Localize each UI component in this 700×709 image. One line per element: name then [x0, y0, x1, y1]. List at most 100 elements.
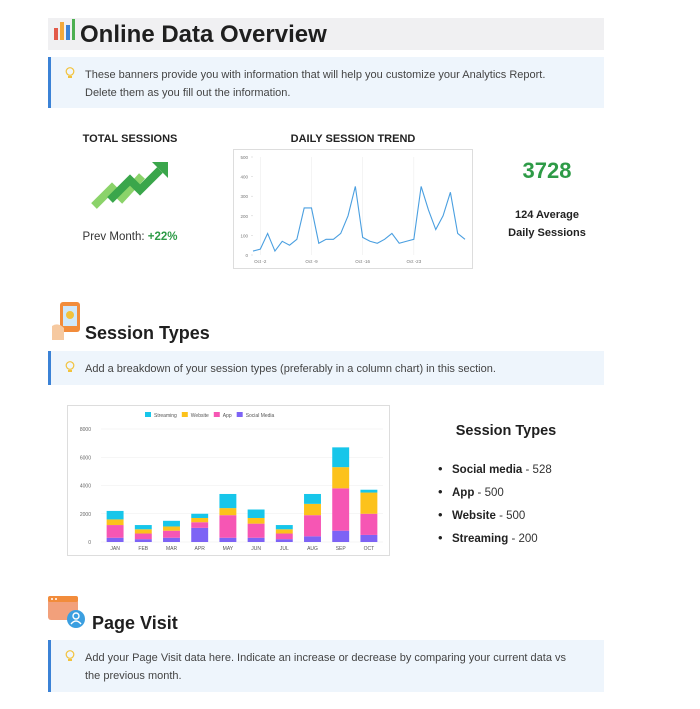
bar-segment: [332, 488, 350, 531]
bar-segment: [134, 529, 152, 534]
prev-month: Prev Month: +22%: [60, 231, 200, 243]
x-tick-label: Oct -2: [254, 259, 267, 264]
bar-segment: [106, 510, 124, 520]
line: [252, 186, 466, 253]
legend-swatch: [181, 412, 188, 417]
bar-segment: [332, 447, 350, 468]
list-item: App - 500: [438, 480, 552, 503]
bulb-icon: [65, 650, 75, 661]
bar-segment: [275, 533, 293, 540]
bar-segment: [134, 525, 152, 530]
bar-segment: [360, 534, 378, 542]
list-item: Streaming - 200: [438, 526, 552, 549]
bar-segment: [191, 517, 209, 523]
banner-text: Add a breakdown of your session types (p…: [85, 363, 496, 375]
x-tick-label: JUL: [280, 546, 289, 552]
bar-segment: [219, 537, 237, 542]
y-tick-label: 500: [240, 155, 248, 160]
x-tick-label: JAN: [110, 546, 120, 552]
bar-segment: [134, 533, 152, 540]
x-tick-label: APR: [195, 546, 206, 552]
list-item: Website - 500: [438, 503, 552, 526]
bar-segment: [106, 525, 124, 538]
y-tick-label: 8000: [80, 427, 91, 433]
bar-segment: [275, 539, 293, 542]
item-name: Social media: [452, 464, 523, 476]
phone-hand-icon: [52, 302, 80, 340]
bar-segment: [304, 493, 321, 504]
banner-text: These banners provide you with informati…: [85, 69, 546, 99]
bar-segment: [219, 515, 237, 538]
page-title: Online Data Overview: [80, 21, 327, 48]
bar-segment: [191, 522, 209, 528]
legend-swatch: [236, 412, 243, 417]
legend-label: Streaming: [154, 413, 177, 419]
bar-segment: [163, 537, 180, 542]
item-value: 528: [532, 464, 552, 476]
x-tick-label: OCT: [364, 546, 375, 552]
bar-segment: [134, 539, 152, 542]
x-tick-label: JUN: [251, 546, 261, 552]
item-value: 500: [506, 510, 526, 522]
x-tick-label: AUG: [307, 546, 318, 552]
y-tick-label: 300: [240, 194, 248, 199]
bar-segment: [304, 536, 321, 542]
x-tick-label: Oct -9: [305, 259, 318, 264]
bar-segment: [219, 508, 237, 516]
bar-segment: [360, 513, 378, 535]
legend-label: Social Media: [246, 413, 275, 419]
chart-frame: [233, 149, 473, 269]
daily-trend-chart: 0 100 200 300 400 500 Oct -2 Oct -9 Oct -16 Oct -…: [233, 149, 473, 269]
growth-arrows-icon: [91, 162, 168, 209]
prev-month-label: Prev Month:: [82, 231, 145, 243]
x-tick-label: MAR: [166, 546, 178, 552]
bulb-icon: [65, 67, 75, 78]
y-tick-label: 6000: [80, 455, 91, 461]
banner: Add a breakdown of your session types (p…: [48, 351, 604, 385]
bulb-icon: [65, 361, 75, 372]
bar-segment: [163, 526, 180, 531]
bar-segment: [332, 467, 350, 489]
bar-segment: [275, 529, 293, 534]
bar-segment: [304, 515, 321, 537]
bar-segment: [247, 523, 265, 538]
chart-icon: [54, 19, 75, 40]
y-tick-label: 0: [88, 540, 91, 546]
legend-swatch: [213, 412, 220, 417]
item-value: 500: [484, 487, 504, 499]
bar-segment: [106, 519, 124, 526]
banner-text: Add your Page Visit data here. Indicate …: [85, 652, 567, 682]
bar-segment: [247, 517, 265, 524]
page-visit-icon: [48, 596, 85, 628]
section-title: Session Types: [85, 323, 210, 343]
bar-segment: [247, 537, 265, 542]
bar-segment: [360, 492, 378, 514]
x-tick-label: SEP: [336, 546, 347, 552]
item-name: App: [452, 487, 475, 499]
x-tick-label: Oct -16: [355, 259, 370, 264]
bar-segment: [275, 525, 293, 530]
bar-segment: [360, 489, 378, 493]
legend-label: Website: [191, 413, 209, 419]
x-tick-label: MAY: [223, 546, 234, 552]
bar-segment: [219, 493, 237, 509]
bar-segment: [304, 503, 321, 516]
y-tick-label: 0: [245, 253, 248, 258]
total-value: 3728: [522, 158, 572, 183]
list-title: Session Types: [455, 423, 557, 439]
average-sessions: 124 Average Daily Sessions: [508, 209, 586, 239]
y-tick-label: 100: [240, 233, 248, 238]
y-tick-label: 200: [240, 214, 248, 219]
y-tick-label: 400: [240, 175, 248, 180]
header-bar: [48, 18, 604, 50]
bar-segment: [163, 520, 180, 527]
bar-segment: [191, 527, 209, 542]
bar-segment: [332, 530, 350, 542]
list-item: Social media - 528: [438, 457, 552, 480]
item-value: 200: [518, 533, 538, 545]
y-tick-label: 2000: [80, 512, 91, 518]
session-list: Social media - 528App - 500Website - 500…: [438, 457, 552, 549]
item-name: Streaming: [452, 533, 509, 545]
bar-segment: [191, 513, 209, 518]
